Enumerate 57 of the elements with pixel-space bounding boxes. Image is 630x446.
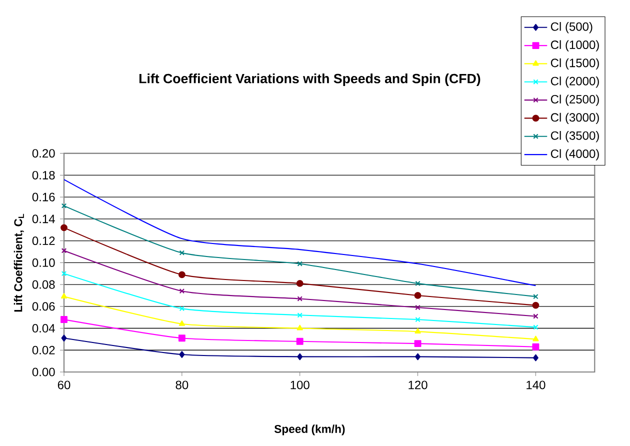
y-tick-label: 0.08 [32,280,55,289]
line-series [64,179,536,286]
point [415,280,420,286]
point [178,271,186,278]
x-tick-label: 60 [58,380,70,390]
y-tick-label: 0.02 [32,346,55,354]
point [414,292,422,299]
legend-label: Cl (500) [550,22,592,34]
legend-label: Cl (2500) [550,94,599,106]
y-axis-title: Lift Coefficient, C$_{L}$ [14,214,24,312]
point [297,296,302,302]
legend-label: Cl (1500) [550,58,599,70]
y-tick-label: 0.16 [32,192,55,202]
legend-label: Cl (3000) [550,112,599,124]
point [179,351,185,358]
x-tick-label: 100 [290,380,310,390]
point [297,353,303,360]
point [60,316,68,323]
point [178,334,186,342]
point [60,293,68,299]
point [178,320,186,326]
y-tick-label: 0.12 [32,236,55,246]
point [297,312,302,318]
point [179,288,185,294]
point [532,302,540,309]
point [297,261,302,266]
point [61,334,67,342]
point [60,224,68,232]
y-tick-label: 0.14 [32,214,55,224]
x-tick-label: 80 [176,380,188,390]
chart-title: Lift Coefficient Variations with Speeds and Spin (CFD) [139,74,480,86]
point [296,280,304,287]
legend-label: Cl (1000) [550,40,599,52]
point [296,338,304,345]
point [532,336,539,342]
point [415,316,420,322]
point [532,354,538,362]
x-axis-title: Speed (km/h) [274,424,345,436]
point [415,353,421,360]
y-tick-label: 0.04 [32,324,55,333]
y-tick-label: 0.20 [32,149,55,158]
x-tick-label: 120 [408,380,428,390]
point [414,340,422,348]
point [179,250,185,256]
y-tick-label: 0.06 [32,302,55,311]
y-tick-label: 0.00 [32,368,55,376]
legend-label: Cl (3500) [550,131,599,142]
legend-label: Cl (2000) [550,76,599,88]
point [415,304,420,310]
x-tick-label: 140 [526,380,546,390]
point [414,328,421,334]
y-tick-label: 0.18 [32,170,55,180]
y-tick-label: 0.10 [32,258,55,267]
point [532,343,540,350]
legend-label: Cl (4000) [550,149,599,160]
point [296,324,303,330]
point [179,306,185,312]
